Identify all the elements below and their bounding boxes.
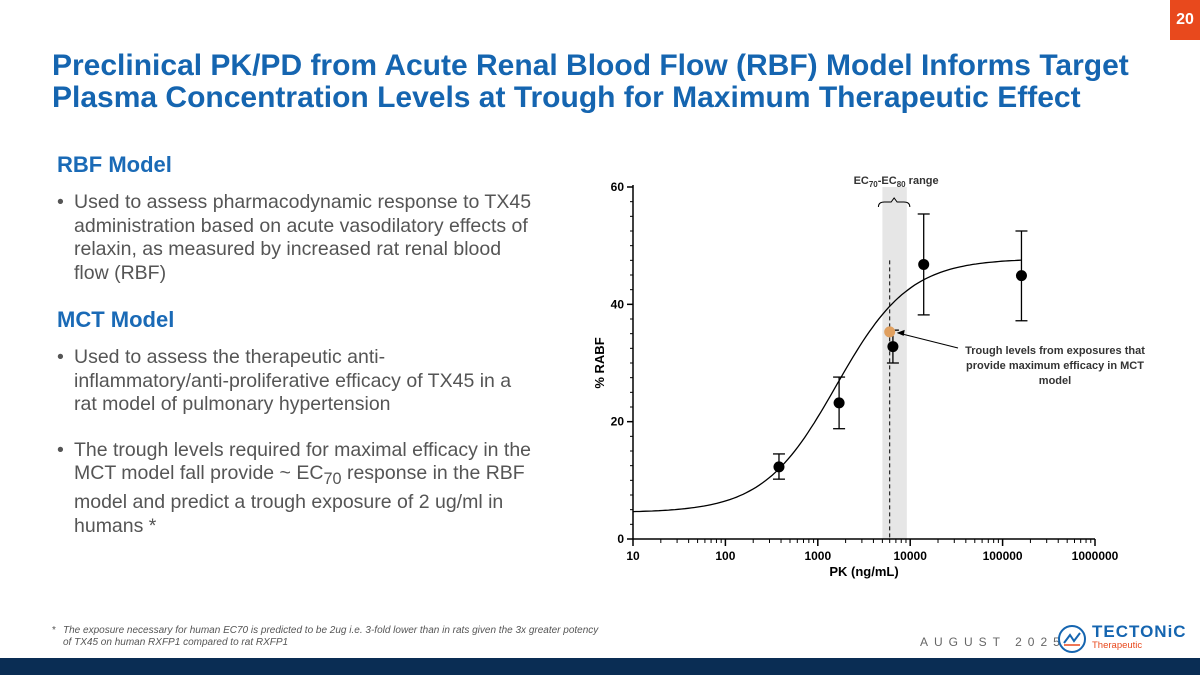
footnote: * The exposure necessary for human EC70 … xyxy=(52,625,603,649)
x-tick-label: 100 xyxy=(715,549,735,563)
y-tick-label: 40 xyxy=(611,297,625,311)
x-axis-title: PK (ng/mL) xyxy=(829,564,898,579)
x-tick-label: 1000 xyxy=(804,549,831,563)
title-line-2: Plasma Concentration Levels at Trough fo… xyxy=(52,81,1081,114)
rbf-bullet: Used to assess pharmacodynamic response … xyxy=(57,191,537,285)
logo-name: TECTONiC xyxy=(1092,622,1187,641)
mct-bullet-2: The trough levels required for maximal e… xyxy=(57,439,537,539)
ec-range-label-part: EC xyxy=(854,175,869,187)
x-tick-label: 10000 xyxy=(894,549,928,563)
mct-bullet-list: Used to assess the therapeutic anti-infl… xyxy=(57,346,537,538)
mct-heading: MCT Model xyxy=(57,307,175,332)
data-point xyxy=(887,341,899,353)
data-point xyxy=(918,258,930,270)
data-point xyxy=(773,461,785,473)
annotation-arrow xyxy=(897,332,959,349)
page-number: 20 xyxy=(1170,0,1200,40)
data-point xyxy=(833,397,845,409)
ec70-subscript: 70 xyxy=(323,469,342,488)
company-logo: TECTONiC Therapeutic xyxy=(1057,622,1187,654)
ec-range-label-part: 70 xyxy=(869,180,878,189)
bottom-bar xyxy=(0,658,1200,675)
logo-wordmark: TECTONiC Therapeutic xyxy=(1092,622,1187,653)
rbf-bullet-list: Used to assess pharmacodynamic response … xyxy=(57,191,537,285)
title-line-1: Preclinical PK/PD from Acute Renal Blood… xyxy=(52,49,1129,82)
mct-bullet-2-text-end: response in the RBF model and predict a … xyxy=(74,462,525,537)
mct-bullet-2-text: The trough levels required for maximal e… xyxy=(74,438,532,485)
x-tick-label: 1000000 xyxy=(1072,549,1119,563)
footnote-text: The exposure necessary for human EC70 is… xyxy=(63,625,599,648)
fit-curve xyxy=(632,259,1022,513)
y-tick-label: 60 xyxy=(611,180,625,194)
logo-subtitle: Therapeutic xyxy=(1092,640,1143,651)
annotation-text: Trough levels from exposures that xyxy=(965,345,1145,357)
footnote-mark: * xyxy=(52,625,56,636)
text-panel: RBF Model Used to assess pharmacodynamic… xyxy=(57,152,537,560)
rbf-dose-response-chart: 0 20 40 60 10 100 1000 10000 100000 1000000 PK (ng… xyxy=(592,175,1145,579)
ec-range-bracket xyxy=(877,197,911,208)
data-point xyxy=(1015,270,1027,282)
ec-range-label-part: range xyxy=(906,175,939,187)
y-axis-title: % RABF xyxy=(592,337,607,388)
y-tick-label: 20 xyxy=(611,415,625,429)
y-tick-label: 0 xyxy=(617,532,624,546)
annotation-arrow-head xyxy=(896,329,905,336)
annotation-text: provide maximum efficacy in MCT xyxy=(966,360,1144,372)
page-title: Preclinical PK/PD from Acute Renal Blood… xyxy=(52,50,1152,114)
x-tick-label: 100000 xyxy=(983,549,1023,563)
annotation-text: model xyxy=(1039,375,1071,387)
date-label: AUGUST 2025 xyxy=(920,635,1066,649)
x-tick-label: 10 xyxy=(626,549,640,563)
ec-range-label-part: 80 xyxy=(897,180,906,189)
ec-range-label-part: -EC xyxy=(878,175,897,187)
ec-range-label: EC70-EC80 range xyxy=(854,175,939,189)
rbf-heading: RBF Model xyxy=(57,152,172,177)
mct-bullet-1: Used to assess the therapeutic anti-infl… xyxy=(57,346,537,417)
logo-icon xyxy=(1058,625,1086,653)
trough-marker xyxy=(884,326,896,338)
